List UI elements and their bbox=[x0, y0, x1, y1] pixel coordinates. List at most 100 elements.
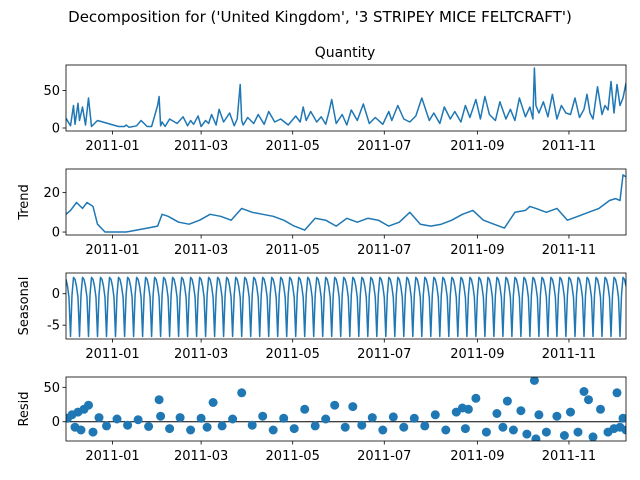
resid-point bbox=[529, 377, 539, 385]
resid-point bbox=[399, 422, 409, 432]
resid-point bbox=[516, 406, 526, 416]
plot-area-seasonal bbox=[66, 276, 626, 338]
series-line-seasonal bbox=[66, 276, 626, 338]
resid-point bbox=[367, 413, 377, 423]
resid-point bbox=[348, 402, 358, 412]
resid-point bbox=[217, 421, 227, 431]
resid-point bbox=[420, 421, 430, 431]
resid-point bbox=[321, 414, 331, 424]
resid-point bbox=[102, 421, 111, 431]
x-tick-label: 2011-01 bbox=[85, 139, 139, 154]
panel-quantity: 0 50 2011-01 2011-03 2011-05 2011-07 2011-09 20… bbox=[43, 64, 627, 154]
resid-point bbox=[388, 412, 398, 422]
x-tick-label: 2011-03 bbox=[174, 139, 228, 154]
resid-point bbox=[460, 424, 470, 434]
resid-point bbox=[552, 411, 562, 421]
y-tick-label: 0 bbox=[52, 287, 60, 302]
resid-point bbox=[112, 414, 122, 424]
x-tick-label: 2011-05 bbox=[266, 449, 320, 464]
resid-point bbox=[165, 424, 175, 434]
resid-point bbox=[202, 422, 212, 432]
resid-point bbox=[612, 388, 622, 398]
y-tick-label: 0 bbox=[52, 415, 60, 430]
resid-point bbox=[534, 410, 544, 420]
resid-point bbox=[289, 424, 299, 434]
resid-point bbox=[618, 413, 626, 423]
x-tick-label: 2011-03 bbox=[174, 449, 228, 464]
resid-point bbox=[186, 425, 196, 435]
resid-point bbox=[310, 421, 320, 431]
resid-point bbox=[237, 388, 247, 398]
resid-point bbox=[340, 422, 350, 432]
resid-point bbox=[502, 396, 512, 406]
resid-point bbox=[133, 415, 143, 425]
x-tick-label: 2011-11 bbox=[542, 243, 596, 258]
x-tick-label: 2011-11 bbox=[542, 347, 596, 362]
axes-frame-seasonal bbox=[65, 272, 627, 340]
x-tick-label: 2011-03 bbox=[174, 243, 228, 258]
resid-point bbox=[481, 427, 491, 437]
resid-point bbox=[573, 427, 583, 437]
x-tick-label: 2011-09 bbox=[450, 139, 504, 154]
y-tick-label: 0 bbox=[52, 122, 60, 137]
resid-point bbox=[300, 404, 310, 414]
resid-point bbox=[498, 422, 508, 432]
resid-point bbox=[409, 413, 419, 423]
resid-point bbox=[621, 425, 626, 435]
x-tick-label: 2011-07 bbox=[357, 449, 411, 464]
resid-point bbox=[531, 434, 541, 441]
x-tick-label: 2011-05 bbox=[266, 347, 320, 362]
resid-point bbox=[196, 413, 206, 423]
x-tick-label: 2011-01 bbox=[85, 347, 139, 362]
resid-point bbox=[76, 425, 86, 435]
resid-point bbox=[463, 404, 473, 414]
y-tick-label: -5 bbox=[47, 319, 60, 334]
resid-point bbox=[330, 400, 340, 410]
x-tick-label: 2011-07 bbox=[357, 243, 411, 258]
resid-point bbox=[584, 395, 593, 405]
resid-point bbox=[228, 414, 238, 424]
plot-area-resid bbox=[66, 377, 626, 441]
series-line-quantity bbox=[66, 67, 626, 129]
resid-point bbox=[492, 409, 502, 418]
resid-point bbox=[378, 425, 388, 435]
y-axis-label-seasonal: Seasonal bbox=[17, 277, 32, 336]
resid-point bbox=[596, 404, 605, 414]
x-tick-label: 2011-11 bbox=[542, 139, 596, 154]
resid-point bbox=[258, 411, 268, 421]
series-line-trend bbox=[66, 174, 626, 233]
x-tick-label: 2011-05 bbox=[266, 243, 320, 258]
axes-frame-resid bbox=[65, 376, 627, 442]
resid-point bbox=[156, 411, 166, 421]
resid-point bbox=[566, 407, 575, 417]
resid-point bbox=[144, 422, 154, 431]
y-tick-label: 0 bbox=[52, 226, 60, 241]
resid-point bbox=[268, 425, 278, 435]
plot-area-quantity bbox=[66, 67, 626, 129]
resid-point bbox=[94, 413, 104, 423]
y-tick-label: 50 bbox=[43, 381, 60, 396]
panel-trend: 0 20 2011-01 2011-03 2011-05 2011-07 2011-09 20… bbox=[17, 168, 627, 258]
x-tick-label: 2011-07 bbox=[357, 347, 411, 362]
x-tick-label: 2011-03 bbox=[174, 347, 228, 362]
panel-title-quantity: Quantity bbox=[315, 45, 376, 61]
resid-point bbox=[123, 420, 133, 430]
x-tick-label: 2011-05 bbox=[266, 139, 320, 154]
y-tick-label: 20 bbox=[43, 186, 60, 201]
resid-point bbox=[588, 432, 598, 441]
resid-point bbox=[84, 400, 93, 410]
y-tick-label: 50 bbox=[43, 84, 60, 99]
resid-point bbox=[471, 393, 481, 403]
y-axis-label-trend: Trend bbox=[17, 184, 32, 221]
x-tick-label: 2011-11 bbox=[542, 449, 596, 464]
plot-area-trend bbox=[66, 174, 626, 233]
resid-point bbox=[357, 420, 367, 430]
resid-point bbox=[208, 398, 218, 407]
resid-point bbox=[508, 425, 518, 435]
x-tick-label: 2011-09 bbox=[450, 449, 504, 464]
resid-point bbox=[279, 413, 289, 423]
x-tick-label: 2011-09 bbox=[450, 243, 504, 258]
resid-point bbox=[441, 425, 451, 435]
resid-point bbox=[175, 413, 185, 423]
